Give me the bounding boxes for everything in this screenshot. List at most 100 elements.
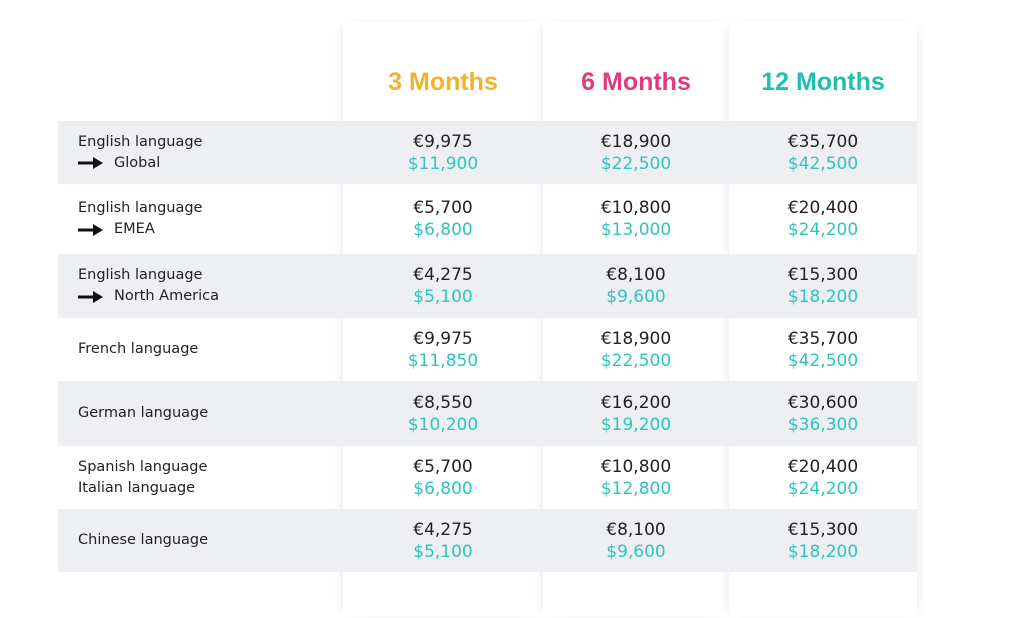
three-months-price-cell: €4,275 $5,100 (343, 254, 543, 318)
price-eur: €16,200 (600, 392, 672, 413)
table-row: German language €8,550 $10,200 €16,200 $19,2… (58, 381, 917, 446)
price-usd: $10,200 (407, 414, 479, 435)
price-usd: $42,500 (787, 350, 859, 371)
six-months-price-cell: €10,800 $13,000 (543, 184, 729, 254)
table-row: Spanish language Italian language €5,700 $6… (58, 446, 917, 509)
price-eur: €15,300 (787, 519, 859, 540)
row-language-label: German language (78, 405, 209, 421)
row-language-label: English language (78, 267, 203, 283)
price-usd: $11,900 (407, 153, 479, 174)
six-months-price-cell: €8,100 $9,600 (543, 509, 729, 572)
three-months-price-cell: €9,975 $11,850 (343, 318, 543, 381)
twelve-months-price-cell: €30,600 $36,300 (729, 381, 917, 446)
row-language-label: French language (78, 341, 199, 357)
row-language-label: Chinese language (78, 532, 209, 548)
price-usd: $24,200 (787, 220, 859, 240)
price-usd: $5,100 (413, 541, 473, 562)
row-sub-label: Italian language (78, 478, 207, 499)
row-label: English language EMEA (78, 184, 202, 254)
row-label: Chinese language (78, 509, 208, 572)
table-row: English language EMEA €5,700 $6,800 €10,800 $… (58, 184, 917, 254)
six-months-price-cell: €18,900 $22,500 (543, 318, 729, 381)
twelve-months-price-cell: €15,300 $18,200 (729, 254, 917, 318)
price-eur: €30,600 (787, 392, 859, 413)
row-sub-label-text: EMEA (114, 221, 155, 237)
twelve-months-price-cell: €35,700 $42,500 (729, 121, 917, 184)
price-usd: $36,300 (787, 414, 859, 435)
row-sub-label-text: Italian language (78, 479, 196, 496)
six-months-price-cell: €16,200 $19,200 (543, 381, 729, 446)
price-eur: €9,975 (413, 131, 473, 152)
price-eur: €35,700 (787, 131, 859, 152)
six-months-price-cell: €10,800 $12,800 (543, 446, 729, 509)
pricing-table: English language Global €9,975 $11,900 €18,9… (58, 121, 917, 572)
price-eur: €4,275 (413, 265, 473, 285)
price-usd: $18,200 (787, 287, 859, 307)
row-sub-label: North America (78, 286, 219, 307)
price-usd: $6,800 (413, 220, 473, 240)
price-usd: $9,600 (606, 287, 666, 307)
price-eur: €15,300 (787, 265, 859, 285)
price-eur: €35,700 (787, 328, 859, 349)
row-label: German language (78, 381, 208, 446)
price-usd: $13,000 (600, 220, 672, 240)
price-usd: $42,500 (787, 153, 859, 174)
pricing-header-row: 3 Months 6 Months 12 Months (0, 60, 1024, 104)
table-row: English language Global €9,975 $11,900 €18,9… (58, 121, 917, 184)
row-language-label: Spanish language (78, 458, 208, 475)
price-usd: $9,600 (606, 541, 666, 562)
price-eur: €18,900 (600, 131, 672, 152)
arrow-right-icon (78, 157, 103, 169)
table-row: Chinese language €4,275 $5,100 €8,100 $9,600… (58, 509, 917, 572)
price-usd: $18,200 (787, 541, 859, 562)
row-sub-label: EMEA (78, 219, 202, 240)
price-usd: $11,850 (407, 350, 479, 371)
header-six-months: 6 Months (581, 68, 691, 96)
header-twelve-months: 12 Months (761, 68, 885, 96)
twelve-months-price-cell: €15,300 $18,200 (729, 509, 917, 572)
row-label: Spanish language Italian language (78, 446, 207, 509)
row-label: English language North America (78, 254, 219, 318)
three-months-price-cell: €8,550 $10,200 (343, 381, 543, 446)
twelve-months-price-cell: €35,700 $42,500 (729, 318, 917, 381)
three-months-price-cell: €5,700 $6,800 (343, 184, 543, 254)
twelve-months-price-cell: €20,400 $24,200 (729, 446, 917, 509)
row-sub-label-text: North America (114, 288, 219, 304)
price-eur: €20,400 (787, 198, 859, 218)
price-eur: €5,700 (413, 198, 473, 218)
row-label: French language (78, 318, 198, 381)
price-eur: €10,800 (600, 456, 672, 477)
price-eur: €18,900 (600, 328, 672, 349)
row-sub-label: Global (78, 153, 202, 174)
six-months-price-cell: €18,900 $22,500 (543, 121, 729, 184)
price-eur: €9,975 (413, 328, 473, 349)
three-months-price-cell: €4,275 $5,100 (343, 509, 543, 572)
arrow-right-icon (78, 290, 103, 303)
price-usd: $24,200 (787, 478, 859, 499)
table-row: English language North America €4,275 $5,10… (58, 254, 917, 318)
header-three-months: 3 Months (388, 68, 498, 96)
price-usd: $19,200 (600, 414, 672, 435)
price-usd: $12,800 (600, 478, 672, 499)
row-language-label: English language (78, 133, 203, 150)
price-eur: €8,550 (413, 392, 473, 413)
three-months-price-cell: €9,975 $11,900 (343, 121, 543, 184)
row-label: English language Global (78, 121, 202, 184)
price-eur: €20,400 (787, 456, 859, 477)
row-sub-label-text: Global (114, 154, 161, 171)
price-usd: $22,500 (600, 153, 672, 174)
price-eur: €10,800 (600, 198, 672, 218)
price-eur: €8,100 (606, 519, 666, 540)
arrow-right-icon (78, 223, 103, 236)
six-months-price-cell: €8,100 $9,600 (543, 254, 729, 318)
table-row: French language €9,975 $11,850 €18,900 $22,5… (58, 318, 917, 381)
price-usd: $6,800 (413, 478, 473, 499)
price-usd: $22,500 (600, 350, 672, 371)
twelve-months-price-cell: €20,400 $24,200 (729, 184, 917, 254)
price-usd: $5,100 (413, 287, 473, 307)
price-eur: €5,700 (413, 456, 473, 477)
price-eur: €8,100 (606, 265, 666, 285)
price-eur: €4,275 (413, 519, 473, 540)
three-months-price-cell: €5,700 $6,800 (343, 446, 543, 509)
row-language-label: English language (78, 200, 203, 216)
